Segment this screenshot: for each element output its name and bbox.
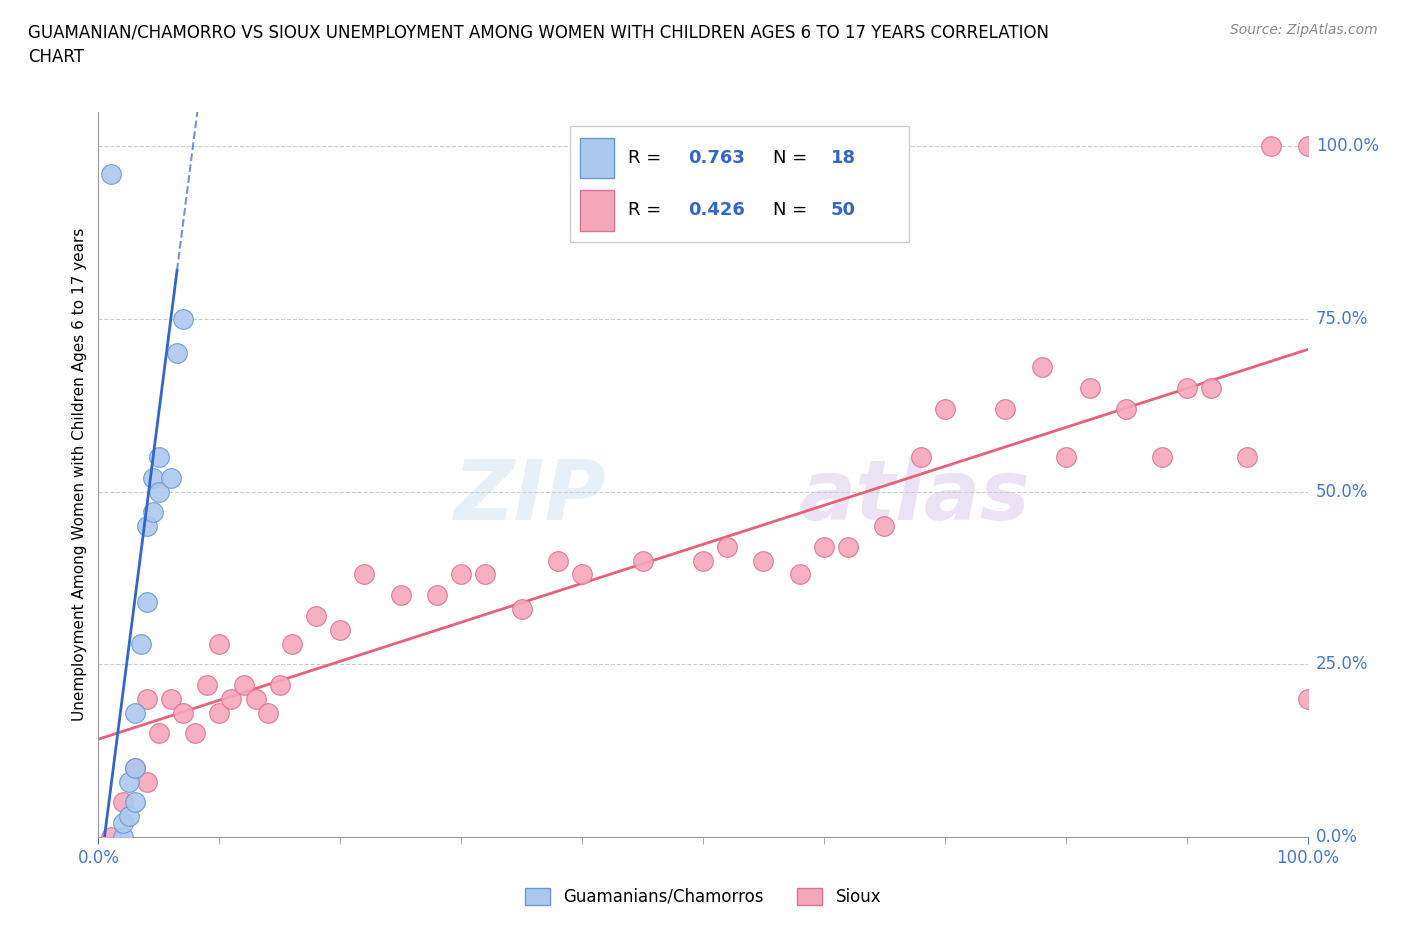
Point [510, 602, 533, 617]
Point [111, 830, 134, 844]
Point [426, 588, 449, 603]
Point [910, 449, 932, 464]
Point [1199, 380, 1222, 395]
Text: CHART: CHART [28, 48, 84, 66]
Point [142, 505, 165, 520]
Y-axis label: Unemployment Among Women with Children Ages 6 to 17 years: Unemployment Among Women with Children A… [72, 228, 87, 721]
Point [281, 636, 304, 651]
Point [1115, 401, 1137, 416]
Point [124, 761, 146, 776]
Point [124, 795, 146, 810]
Point [813, 539, 835, 554]
Point [148, 449, 170, 464]
Point [148, 485, 170, 499]
Point [450, 567, 472, 582]
Point [135, 594, 157, 609]
Point [1236, 449, 1258, 464]
Legend: Guamanians/Chamorros, Sioux: Guamanians/Chamorros, Sioux [519, 881, 887, 912]
Text: GUAMANIAN/CHAMORRO VS SIOUX UNEMPLOYMENT AMONG WOMEN WITH CHILDREN AGES 6 TO 17 : GUAMANIAN/CHAMORRO VS SIOUX UNEMPLOYMENT… [28, 23, 1049, 41]
Point [100, 830, 122, 844]
Text: 25.0%: 25.0% [1316, 656, 1368, 673]
Text: atlas: atlas [800, 456, 1031, 537]
Point [752, 553, 775, 568]
Point [389, 588, 412, 603]
Point [1152, 449, 1174, 464]
Point [160, 691, 183, 706]
Point [571, 567, 593, 582]
Point [631, 553, 654, 568]
Text: 50.0%: 50.0% [1316, 483, 1368, 500]
Point [547, 553, 569, 568]
Point [329, 622, 352, 637]
Point [135, 775, 157, 790]
Point [118, 809, 141, 824]
Point [994, 401, 1017, 416]
Point [100, 166, 122, 181]
Point [208, 705, 231, 720]
Point [873, 519, 896, 534]
Point [934, 401, 956, 416]
Text: ZIP: ZIP [454, 456, 606, 537]
Point [1260, 139, 1282, 153]
Point [142, 471, 165, 485]
Point [111, 816, 134, 830]
Point [1031, 360, 1053, 375]
Point [1296, 691, 1319, 706]
Point [124, 761, 146, 776]
Point [245, 691, 267, 706]
Point [172, 312, 194, 326]
Point [208, 636, 231, 651]
Point [1175, 380, 1198, 395]
Point [148, 726, 170, 741]
Point [789, 567, 811, 582]
Point [232, 678, 254, 693]
Point [160, 471, 183, 485]
Point [111, 795, 134, 810]
Point [353, 567, 375, 582]
Point [135, 519, 157, 534]
Text: 0.0%: 0.0% [1316, 828, 1358, 846]
Point [1296, 139, 1319, 153]
Point [269, 678, 291, 693]
Point [716, 539, 738, 554]
Text: Source: ZipAtlas.com: Source: ZipAtlas.com [1230, 23, 1378, 37]
Point [1054, 449, 1077, 464]
Point [184, 726, 207, 741]
Point [172, 705, 194, 720]
Point [305, 608, 328, 623]
Point [118, 775, 141, 790]
Point [221, 691, 243, 706]
Text: 100.0%: 100.0% [1316, 137, 1379, 155]
Point [837, 539, 859, 554]
Point [474, 567, 496, 582]
Point [256, 705, 278, 720]
Point [124, 705, 146, 720]
Point [166, 346, 188, 361]
Point [1078, 380, 1101, 395]
Point [135, 691, 157, 706]
Point [129, 636, 152, 651]
Text: 75.0%: 75.0% [1316, 310, 1368, 328]
Point [195, 678, 218, 693]
Point [692, 553, 714, 568]
